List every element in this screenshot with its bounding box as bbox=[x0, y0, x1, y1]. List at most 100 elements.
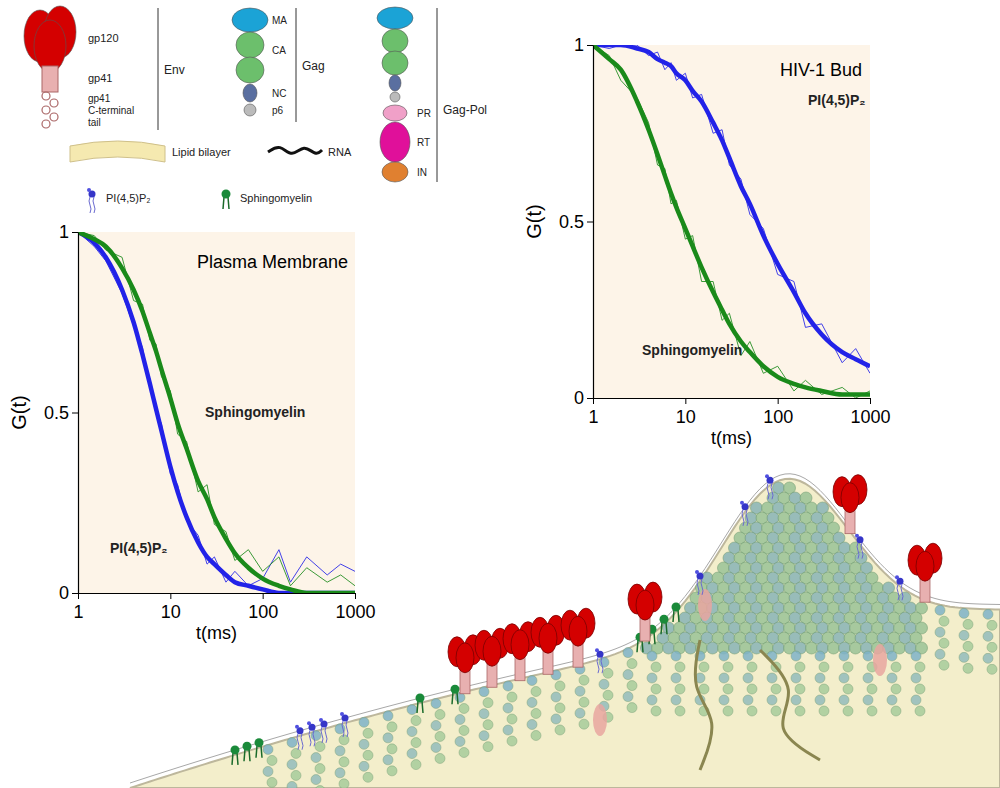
gag-lattice-unit bbox=[828, 642, 840, 654]
gag-stalk-unit bbox=[939, 660, 949, 670]
gag-stalk-unit bbox=[959, 652, 969, 662]
gag-stalk-unit bbox=[407, 749, 417, 759]
sm-lipid-tail bbox=[673, 610, 679, 622]
env-trimer bbox=[628, 582, 662, 641]
pi-lipid bbox=[87, 188, 96, 213]
measured-line bbox=[78, 232, 355, 586]
x-tick-mark bbox=[685, 398, 686, 404]
figure: gp120gp41gp41C-terminaltailEnvMACANCp6Ga… bbox=[0, 0, 1000, 788]
y-axis-line bbox=[78, 233, 79, 594]
gag-stalk-unit bbox=[675, 706, 685, 716]
key-label: Lipid bilayer bbox=[172, 146, 231, 158]
gag-pol-blob bbox=[873, 644, 887, 676]
key-label: CA bbox=[272, 45, 286, 56]
y-tick: 0 bbox=[574, 388, 593, 408]
key-label: NC bbox=[272, 88, 286, 99]
gag-stalk-unit bbox=[339, 757, 349, 767]
gag-stalk-unit bbox=[987, 664, 997, 674]
env-head bbox=[456, 643, 474, 673]
gag-stalk-unit bbox=[267, 777, 277, 787]
y-tick: 0 bbox=[59, 583, 78, 603]
gag-stalk-unit bbox=[747, 706, 757, 716]
key-label-line: gp41 bbox=[88, 93, 111, 104]
gag-stalk-unit bbox=[983, 609, 993, 619]
gag-stalk-unit bbox=[839, 695, 849, 705]
env-head bbox=[539, 623, 557, 653]
sm-lipid-tail bbox=[661, 622, 667, 634]
gag-stalks bbox=[263, 605, 997, 788]
gag-stalk-unit bbox=[363, 750, 373, 760]
env-trimer bbox=[561, 608, 595, 667]
gag-lattice-unit bbox=[685, 642, 697, 654]
x-tick-mark bbox=[778, 398, 779, 404]
sm-lipid bbox=[660, 615, 669, 635]
gag-stalk-unit bbox=[503, 703, 513, 713]
pi-lipid bbox=[740, 501, 749, 526]
x-axis-line bbox=[79, 593, 356, 594]
gag-stalk-unit bbox=[287, 781, 297, 788]
gag-stalk-unit bbox=[507, 736, 517, 746]
x-axis: 1101001000 bbox=[588, 398, 890, 427]
gag-stalk-unit bbox=[287, 759, 297, 769]
gag-stalk-unit bbox=[935, 605, 945, 615]
gag-stalk-unit bbox=[887, 651, 897, 661]
gag-lattice-unit bbox=[850, 642, 862, 654]
gag-stalk-unit bbox=[935, 649, 945, 659]
gag-stalk-unit bbox=[767, 673, 777, 683]
pi-lipid-tail bbox=[309, 730, 315, 746]
pi-lipid-tail bbox=[857, 543, 863, 559]
env-head bbox=[916, 551, 934, 581]
gag-stalk-unit bbox=[935, 627, 945, 637]
gag-stalk-unit bbox=[459, 725, 469, 735]
gag-stalk-unit bbox=[839, 673, 849, 683]
gp41-tail-icon bbox=[50, 113, 58, 121]
pi-lipid-tail bbox=[297, 734, 303, 750]
gag-lattice-unit bbox=[707, 642, 719, 654]
gag-pol-blob bbox=[698, 589, 712, 621]
gag-stalk-unit bbox=[407, 705, 417, 715]
gag-stalk-unit bbox=[647, 695, 657, 705]
in-icon bbox=[382, 162, 408, 182]
gag-stalk-unit bbox=[455, 714, 465, 724]
key-label: RT bbox=[417, 137, 430, 148]
gag-stalk-unit bbox=[579, 675, 589, 685]
env-trimer bbox=[833, 475, 867, 534]
gag-stalk-unit bbox=[819, 706, 829, 716]
key-label-line: tail bbox=[88, 117, 101, 128]
sm-lipid-head bbox=[231, 745, 240, 754]
x-tick-label: 100 bbox=[248, 602, 278, 622]
sm-lipid-tail bbox=[452, 692, 458, 704]
group-bracket bbox=[296, 8, 297, 122]
gag-stalk-unit bbox=[387, 722, 397, 732]
sm-lipid bbox=[222, 190, 231, 210]
series-label: PI(4,5)P₂ bbox=[808, 92, 866, 108]
gag-stalk-unit bbox=[791, 695, 801, 705]
gag-stalk-unit bbox=[771, 684, 781, 694]
key-label: gp41C-terminaltail bbox=[88, 93, 134, 128]
y-tick-label: 1 bbox=[574, 35, 584, 55]
x-tick-mark bbox=[593, 398, 594, 404]
pi-lipid-head bbox=[895, 575, 899, 579]
x-tick: 100 bbox=[248, 593, 278, 622]
nc-icon bbox=[389, 75, 401, 91]
gag-stalk-unit bbox=[939, 616, 949, 626]
gp41-tail-icon bbox=[42, 120, 50, 128]
gag-stalk-unit bbox=[527, 675, 537, 685]
gag-stalk-unit bbox=[719, 695, 729, 705]
gag-stalk-unit bbox=[479, 687, 489, 697]
nc-icon bbox=[243, 84, 257, 102]
rna-strand bbox=[760, 650, 820, 760]
gag-stalk-unit bbox=[483, 742, 493, 752]
y-tick-label: 0.5 bbox=[559, 212, 584, 232]
gag-stalk-unit bbox=[791, 651, 801, 661]
gag-stalk-unit bbox=[719, 673, 729, 683]
key-label: gp41 bbox=[88, 72, 112, 84]
gag-stalk-unit bbox=[359, 761, 369, 771]
gag-stalk-unit bbox=[791, 673, 801, 683]
gag-stalk-unit bbox=[527, 719, 537, 729]
sm-lipid-tail bbox=[417, 701, 423, 713]
gag-stalk-unit bbox=[383, 755, 393, 765]
gag-stalk-unit bbox=[311, 775, 321, 785]
gag-stalk-unit bbox=[743, 651, 753, 661]
key-label-line: C-terminal bbox=[88, 105, 134, 116]
